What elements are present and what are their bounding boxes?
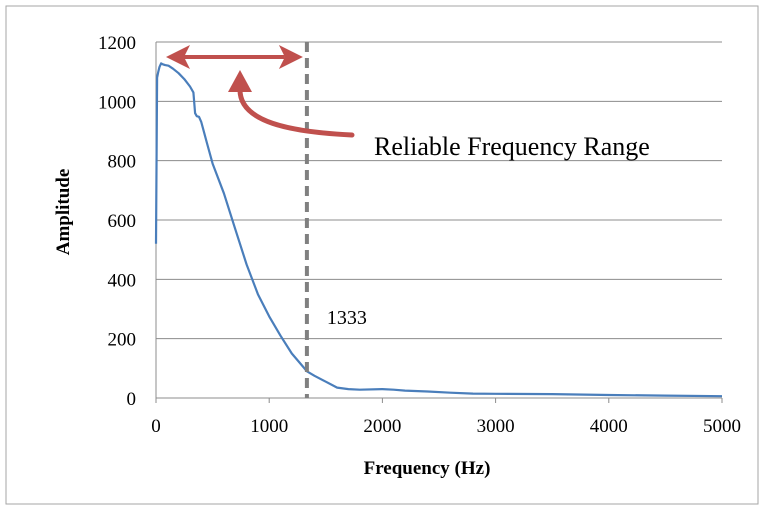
y-tick-labels: 0 200 400 600 800 1000 1200 — [98, 33, 136, 410]
x-axis-title: Frequency (Hz) — [364, 458, 491, 479]
y-tick-label-400: 400 — [108, 270, 137, 291]
range-arrow-head-left — [166, 45, 190, 69]
reliable-range-label: Reliable Frequency Range — [374, 132, 650, 161]
chart-area-border — [5, 5, 759, 505]
x-tick-label-1000: 1000 — [250, 416, 288, 437]
range-arrow-head-right — [278, 45, 303, 69]
y-tick-label-1000: 1000 — [98, 92, 136, 113]
y-tick-label-200: 200 — [108, 330, 137, 351]
y-tick-label-0: 0 — [127, 389, 137, 410]
reference-line-label: 1333 — [327, 307, 367, 329]
gridlines — [156, 41, 722, 340]
y-axis-title: Amplitude — [53, 169, 74, 256]
range-arrows — [166, 45, 355, 138]
y-tick-label-600: 600 — [108, 211, 137, 232]
x-tick-label-0: 0 — [151, 416, 161, 437]
x-tick-label-5000: 5000 — [703, 416, 741, 437]
y-tick-label-1200: 1200 — [98, 33, 136, 54]
curved-pointer-arrow-head — [228, 70, 252, 92]
x-tick-label-3000: 3000 — [477, 416, 515, 437]
x-tick-label-2000: 2000 — [363, 416, 401, 437]
x-tick-labels: 0 1000 2000 3000 4000 5000 — [151, 416, 741, 437]
y-tick-label-800: 800 — [108, 152, 137, 173]
curved-pointer-arrow — [237, 87, 355, 138]
x-tick-label-4000: 4000 — [590, 416, 628, 437]
series-line — [154, 62, 723, 398]
